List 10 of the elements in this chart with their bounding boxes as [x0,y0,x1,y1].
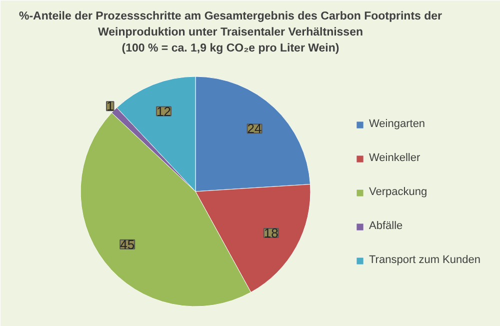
legend-label: Abfälle [369,220,403,232]
data-label: 24 [247,121,262,136]
legend-label: Transport zum Kunden [369,254,480,266]
legend-label: Verpackung [369,186,428,198]
data-label: 1 [106,98,114,114]
data-label: 18 [264,226,278,241]
data-label: 12 [156,104,171,119]
legend-label: Weingarten [369,118,426,130]
legend-label: Weinkeller [369,152,420,164]
chart-title: %-Anteile der Prozessschritte am Gesamtergebnis des Carbon Footprints der Weinproduktion unter Traisentaler Verhältnissen (100 % = ca. 1,9 kg CO₂e pro Liter Wein) [18,10,443,54]
